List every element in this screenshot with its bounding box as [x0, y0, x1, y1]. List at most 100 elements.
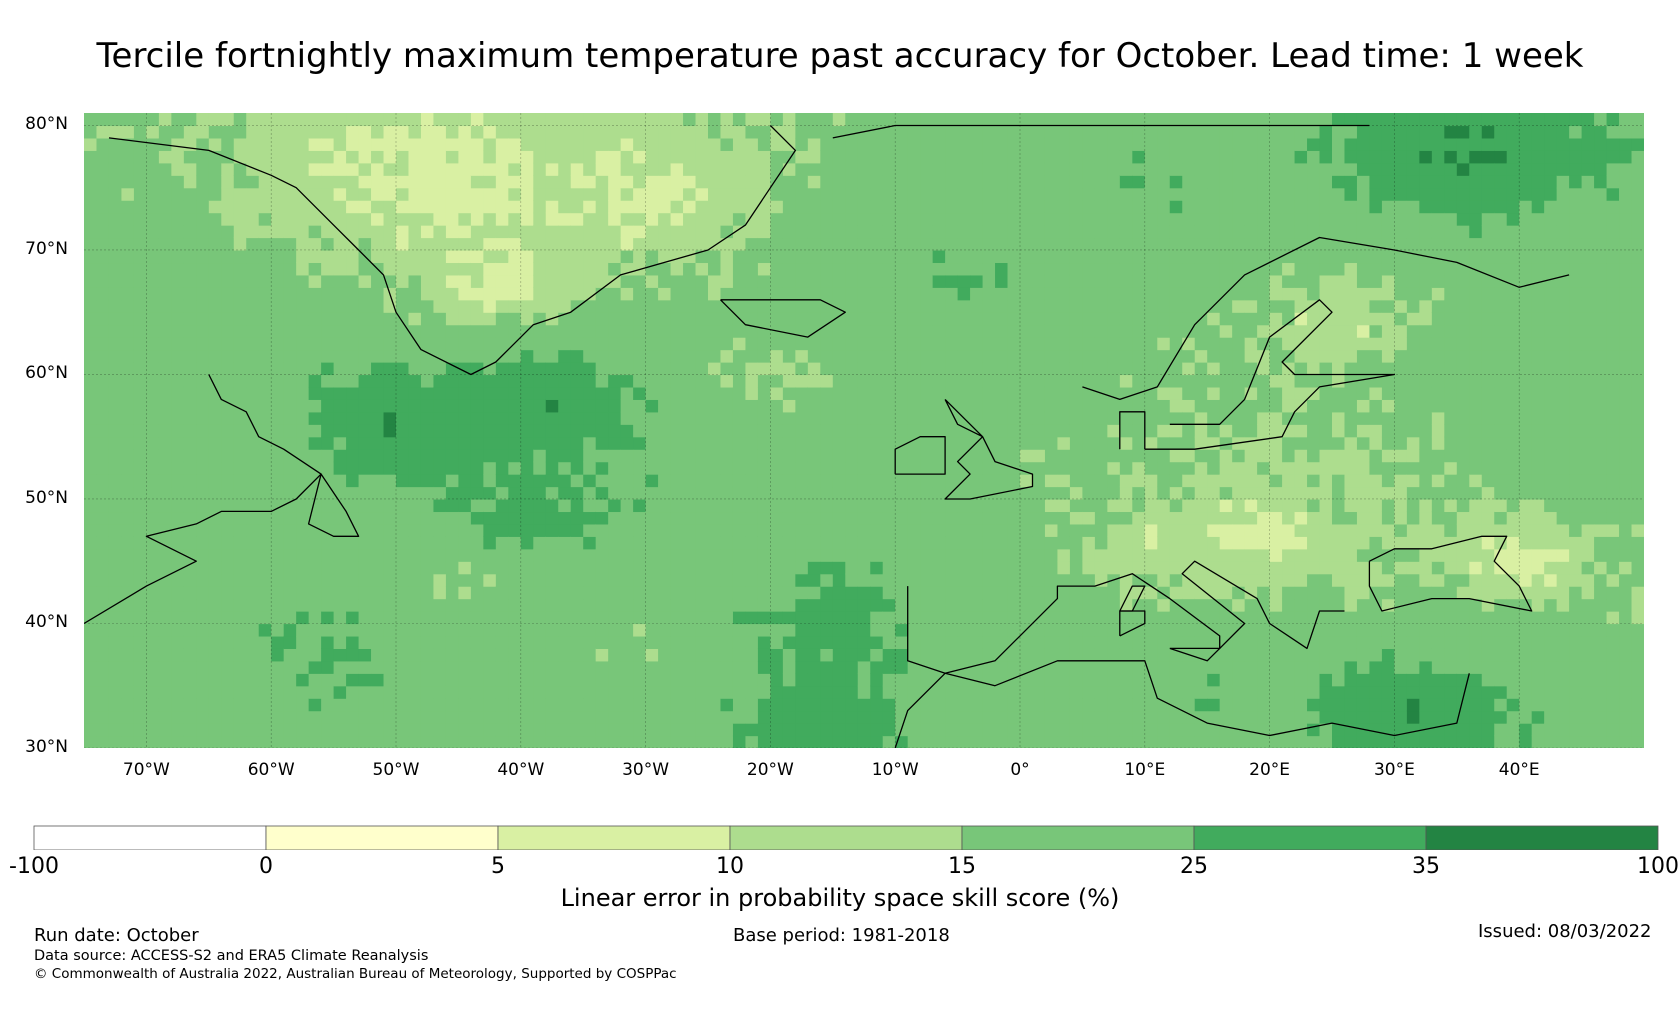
grid-cell — [433, 511, 447, 525]
grid-cell — [1269, 299, 1283, 313]
grid-cell — [770, 486, 784, 500]
grid-cell — [1194, 287, 1208, 301]
grid-cell — [96, 710, 110, 724]
grid-cell — [1232, 635, 1246, 649]
grid-cell — [321, 262, 335, 276]
grid-cell — [907, 374, 921, 388]
grid-cell — [358, 449, 372, 463]
grid-cell — [445, 362, 459, 376]
grid-cell — [96, 150, 110, 164]
grid-cell — [932, 573, 946, 587]
grid-cell — [870, 611, 884, 625]
grid-cell — [408, 536, 422, 550]
grid-cell — [96, 225, 110, 239]
grid-cell — [895, 698, 909, 712]
grid-cell — [1157, 648, 1171, 662]
grid-cell — [520, 137, 534, 151]
grid-cell — [1294, 424, 1308, 438]
grid-cell — [1044, 399, 1059, 413]
grid-cell — [1032, 698, 1046, 712]
grid-cell — [133, 249, 147, 264]
grid-cell — [1007, 536, 1021, 550]
grid-cell — [396, 723, 410, 737]
grid-cell — [633, 299, 647, 313]
grid-cell — [520, 523, 534, 537]
grid-cell — [1207, 249, 1221, 264]
grid-cell — [782, 673, 796, 687]
grid-cell — [870, 511, 884, 525]
grid-cell — [470, 548, 484, 562]
grid-cell — [1232, 137, 1246, 151]
grid-cell — [483, 449, 497, 463]
grid-cell — [832, 137, 846, 151]
grid-cell — [907, 710, 921, 724]
grid-cell — [1082, 586, 1096, 600]
grid-cell — [795, 137, 809, 151]
grid-cell — [745, 498, 759, 513]
grid-cell — [982, 262, 996, 276]
grid-cell — [520, 424, 534, 438]
grid-cell — [745, 635, 759, 649]
grid-cell — [271, 648, 285, 662]
grid-cell — [995, 561, 1009, 575]
grid-cell — [420, 660, 435, 674]
grid-cell — [420, 498, 435, 513]
grid-cell — [1057, 598, 1071, 612]
grid-cell — [708, 374, 722, 388]
grid-cell — [96, 287, 110, 301]
grid-cell — [595, 237, 609, 251]
grid-cell — [321, 225, 335, 239]
grid-cell — [995, 660, 1009, 674]
grid-cell — [732, 424, 747, 438]
grid-cell — [620, 362, 634, 376]
grid-cell — [757, 237, 771, 251]
grid-cell — [820, 698, 834, 712]
grid-cell — [508, 399, 522, 413]
grid-cell — [146, 262, 160, 276]
grid-cell — [1282, 374, 1296, 388]
grid-cell — [1020, 561, 1034, 575]
grid-cell — [683, 386, 697, 400]
grid-cell — [1119, 374, 1133, 388]
grid-cell — [84, 424, 98, 438]
grid-cell — [1094, 324, 1108, 338]
grid-cell — [308, 723, 322, 737]
grid-cell — [570, 287, 584, 301]
grid-cell — [870, 162, 884, 176]
grid-cell — [720, 511, 734, 525]
grid-cell — [708, 735, 722, 748]
grid-cell — [483, 648, 497, 662]
grid-cell — [233, 399, 247, 413]
grid-cell — [133, 137, 147, 151]
grid-cell — [171, 399, 185, 413]
grid-cell — [920, 486, 934, 500]
grid-cell — [533, 710, 547, 724]
grid-cell — [907, 685, 921, 699]
grid-cell — [1169, 175, 1183, 189]
grid-cell — [695, 498, 709, 513]
grid-cell — [683, 685, 697, 699]
grid-cell — [658, 635, 672, 649]
grid-cell — [957, 249, 971, 264]
grid-cell — [470, 225, 484, 239]
grid-cell — [408, 735, 422, 748]
grid-cell — [608, 598, 622, 612]
grid-cell — [1232, 374, 1246, 388]
grid-cell — [745, 536, 759, 550]
grid-cell — [1132, 187, 1146, 201]
grid-cell — [333, 237, 347, 251]
grid-cell — [271, 137, 285, 151]
grid-cell — [695, 635, 709, 649]
grid-cell — [483, 175, 497, 189]
grid-cell — [433, 150, 447, 164]
grid-cell — [121, 685, 135, 699]
map-panel[interactable] — [84, 113, 1644, 748]
grid-cell — [1244, 586, 1258, 600]
grid-cell — [96, 660, 110, 674]
grid-cell — [670, 598, 684, 612]
grid-cell — [433, 474, 447, 488]
grid-cell — [545, 125, 559, 139]
grid-cell — [1057, 212, 1071, 226]
grid-cell — [221, 735, 235, 748]
grid-cell — [633, 698, 647, 712]
